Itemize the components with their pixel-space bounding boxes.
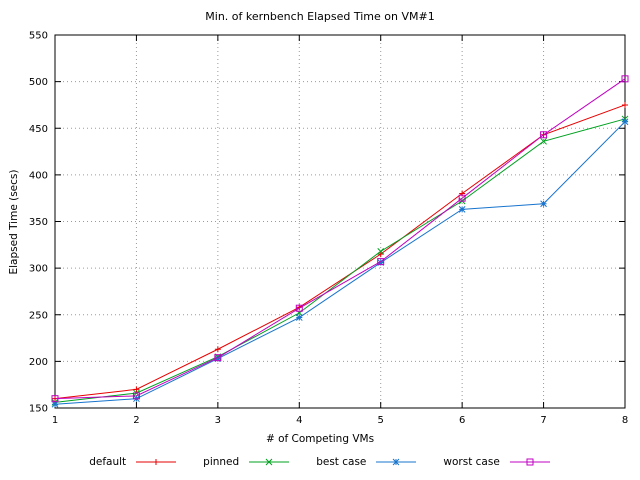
x-tick-label: 4 bbox=[296, 415, 302, 426]
y-tick-label: 200 bbox=[29, 357, 48, 368]
legend-sample-default bbox=[136, 459, 177, 465]
series-markers-worst-case bbox=[51, 75, 629, 403]
y-tick-label: 350 bbox=[29, 217, 48, 228]
y-tick-label: 300 bbox=[29, 264, 48, 275]
series-markers-pinned bbox=[51, 115, 629, 406]
legend-sample-best-case bbox=[376, 458, 417, 466]
series-default bbox=[52, 101, 628, 402]
x-tick-label: 6 bbox=[459, 415, 465, 426]
legend-item-default: default bbox=[89, 456, 177, 468]
legend-sample-pinned bbox=[249, 458, 290, 466]
x-tick-label: 7 bbox=[540, 415, 546, 426]
legend-label-best-case: best case bbox=[316, 456, 367, 468]
axis-ticks: 150 200 250 300 350 400 450 500 550 1 2 3 4 5 6 7 8 bbox=[29, 31, 628, 427]
legend-item-best-case: best case bbox=[316, 456, 417, 468]
legend-item-worst-case: worst case bbox=[443, 456, 550, 468]
y-tick-label: 250 bbox=[29, 310, 48, 321]
y-tick-label: 400 bbox=[29, 170, 48, 181]
y-tick-label: 150 bbox=[29, 404, 48, 415]
series-best-case bbox=[51, 118, 629, 408]
x-tick-label: 5 bbox=[378, 415, 384, 426]
x-tick-label: 8 bbox=[622, 415, 628, 426]
y-axis-label: Elapsed Time (secs) bbox=[8, 169, 20, 275]
y-tick-label: 550 bbox=[29, 31, 48, 42]
legend-label-worst-case: worst case bbox=[443, 456, 500, 468]
series-worst-case bbox=[51, 75, 629, 403]
series-line-default bbox=[54, 104, 626, 400]
legend-sample-worst-case bbox=[509, 458, 550, 466]
gridlines bbox=[55, 35, 625, 408]
legend-label-default: default bbox=[89, 456, 127, 468]
y-tick-label: 450 bbox=[29, 124, 48, 135]
x-tick-label: 1 bbox=[52, 415, 58, 426]
x-axis-label: # of Competing VMs bbox=[265, 433, 375, 445]
x-tick-label: 3 bbox=[215, 415, 221, 426]
y-tick-label: 500 bbox=[29, 77, 48, 88]
series-pinned bbox=[51, 115, 629, 406]
series-line-worst-case bbox=[54, 78, 626, 400]
plot-area: 150 200 250 300 350 400 450 500 550 1 2 3 4 5 6 7 8 bbox=[29, 31, 629, 427]
legend: default pinned best case worst case bbox=[0, 456, 640, 468]
series-line-pinned bbox=[54, 118, 626, 403]
legend-item-pinned: pinned bbox=[203, 456, 290, 468]
series-line-best-case bbox=[54, 121, 626, 405]
chart-title: Min. of kernbench Elapsed Time on VM#1 bbox=[205, 10, 435, 23]
series-markers-default bbox=[52, 101, 628, 402]
series-markers-best-case bbox=[51, 118, 629, 408]
legend-label-pinned: pinned bbox=[203, 456, 240, 468]
x-tick-label: 2 bbox=[133, 415, 139, 426]
